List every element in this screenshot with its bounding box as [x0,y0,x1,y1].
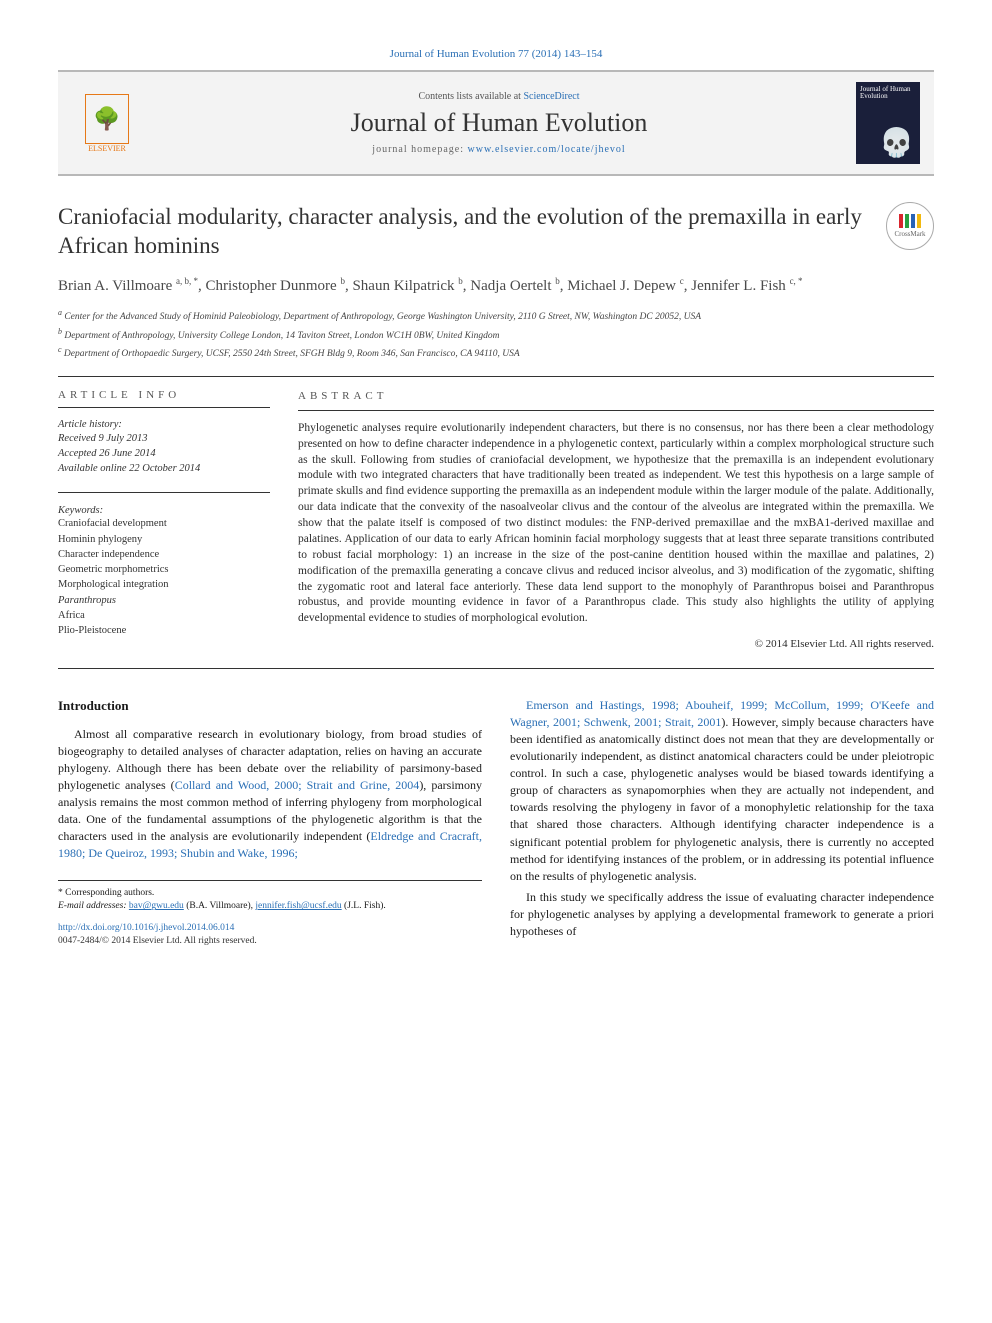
info-divider [58,492,270,493]
journal-header: 🌳 ELSEVIER Contents lists available at S… [58,70,934,176]
keyword-item: Craniofacial development [58,516,270,531]
homepage-line: journal homepage: www.elsevier.com/locat… [156,144,842,155]
crossmark-bars-icon [899,214,921,228]
thumb-title: Journal of Human Evolution [860,86,916,100]
intro-paragraph-1: Almost all comparative research in evolu… [58,726,482,862]
contents-prefix: Contents lists available at [418,91,523,102]
affiliations: a Center for the Advanced Study of Homin… [58,307,934,361]
crossmark-label: CrossMark [894,230,925,238]
homepage-link[interactable]: www.elsevier.com/locate/jhevol [468,144,626,155]
intro-paragraph-2: Emerson and Hastings, 1998; Abouheif, 19… [510,697,934,884]
skull-icon: 💀 [879,126,914,160]
affiliation-line: c Department of Orthopaedic Surgery, UCS… [58,344,934,361]
keyword-item: Africa [58,608,270,623]
divider-mid [58,668,934,669]
article-page: Journal of Human Evolution 77 (2014) 143… [0,0,992,989]
info-abstract-row: ARTICLE INFO Article history: Received 9… [58,389,934,653]
keyword-item: Character independence [58,547,270,562]
online-date: Available online 22 October 2014 [58,462,270,477]
intro-paragraph-3: In this study we specifically address th… [510,889,934,940]
sciencedirect-link[interactable]: ScienceDirect [523,91,579,102]
article-history: Article history: Received 9 July 2013 Ac… [58,418,270,477]
keyword-item: Morphological integration [58,577,270,592]
elsevier-tree-icon: 🌳 [85,94,129,144]
author-email-1[interactable]: bav@gwu.edu [129,901,184,911]
affiliation-line: a Center for the Advanced Study of Homin… [58,307,934,324]
abstract-heading: ABSTRACT [298,389,934,411]
article-info-heading: ARTICLE INFO [58,389,270,408]
citation-link-1[interactable]: Collard and Wood, 2000; Strait and Grine… [175,778,420,792]
abstract-text: Phylogenetic analyses require evolutiona… [298,421,934,627]
title-row: Craniofacial modularity, character analy… [58,202,934,261]
keyword-item: Geometric morphometrics [58,562,270,577]
journal-cover-thumb[interactable]: Journal of Human Evolution 💀 [856,82,920,164]
homepage-prefix: journal homepage: [372,144,467,155]
author-name-1: (B.A. Villmoare), [186,901,253,911]
abstract-column: ABSTRACT Phylogenetic analyses require e… [298,389,934,653]
copyright-line: © 2014 Elsevier Ltd. All rights reserved… [298,637,934,652]
article-info-column: ARTICLE INFO Article history: Received 9… [58,389,270,653]
article-title: Craniofacial modularity, character analy… [58,202,868,261]
received-date: Received 9 July 2013 [58,432,270,447]
para2: ). However, simply because characters ha… [510,715,934,882]
divider-top [58,376,934,377]
journal-name: Journal of Human Evolution [156,108,842,138]
doi-link[interactable]: http://dx.doi.org/10.1016/j.jhevol.2014.… [58,923,234,933]
introduction-heading: Introduction [58,697,482,715]
publisher-label: ELSEVIER [88,144,126,153]
accepted-date: Accepted 26 June 2014 [58,447,270,462]
contents-line: Contents lists available at ScienceDirec… [156,91,842,102]
issn-copyright: 0047-2484/© 2014 Elsevier Ltd. All right… [58,936,257,946]
author-name-2: (J.L. Fish). [344,901,386,911]
email-label: E-mail addresses: [58,901,127,911]
elsevier-logo[interactable]: 🌳 ELSEVIER [72,84,142,162]
keyword-item: Paranthropus [58,593,270,608]
keyword-item: Hominin phylogeny [58,532,270,547]
keywords-label: Keywords: [58,505,270,516]
authors-list: Brian A. Villmoare a, b, *, Christopher … [58,275,934,298]
body-columns: Introduction Almost all comparative rese… [58,697,934,949]
keywords-list: Craniofacial developmentHominin phylogen… [58,516,270,638]
crossmark-badge[interactable]: CrossMark [886,202,934,250]
corresponding-author-footnote: * Corresponding authors. E-mail addresse… [58,880,482,914]
author-email-2[interactable]: jennifer.fish@ucsf.edu [255,901,341,911]
journal-citation: Journal of Human Evolution 77 (2014) 143… [58,48,934,60]
header-center: Contents lists available at ScienceDirec… [156,91,842,155]
corresponding-label: * Corresponding authors. [58,887,482,900]
doi-block: http://dx.doi.org/10.1016/j.jhevol.2014.… [58,922,482,949]
affiliation-line: b Department of Anthropology, University… [58,326,934,343]
keyword-item: Plio-Pleistocene [58,623,270,638]
history-label: Article history: [58,418,270,433]
